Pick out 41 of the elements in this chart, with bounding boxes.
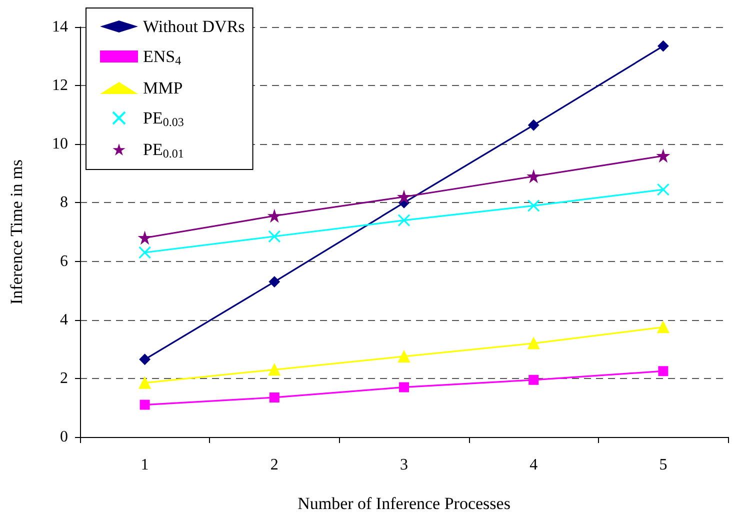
y-tick-label: 2 bbox=[60, 370, 68, 387]
point bbox=[527, 199, 540, 212]
x-tick-label: 2 bbox=[270, 456, 278, 474]
point bbox=[528, 374, 539, 385]
y-axis-title: Inference Time in ms bbox=[7, 160, 26, 304]
point bbox=[528, 170, 540, 182]
y-tick-label: 4 bbox=[60, 311, 68, 328]
x-axis-title: Number of Inference Processes bbox=[298, 494, 510, 513]
point bbox=[657, 321, 670, 334]
y-tick-label: 6 bbox=[60, 252, 68, 270]
y-tick-label: 14 bbox=[52, 18, 68, 36]
y-tick-label: 10 bbox=[52, 136, 68, 153]
x-tick-label: 4 bbox=[530, 456, 538, 474]
point bbox=[268, 210, 280, 222]
point bbox=[138, 232, 151, 244]
point bbox=[398, 190, 410, 203]
point bbox=[398, 350, 410, 362]
point bbox=[140, 400, 150, 410]
point bbox=[268, 276, 280, 288]
x-tick-label: 5 bbox=[659, 456, 668, 474]
point bbox=[138, 246, 152, 259]
point bbox=[139, 354, 150, 365]
y-tick-label: 8 bbox=[60, 194, 68, 212]
point bbox=[138, 376, 151, 389]
point bbox=[399, 382, 409, 392]
y-tick-label: 12 bbox=[52, 77, 68, 94]
point bbox=[656, 183, 670, 196]
point bbox=[269, 392, 280, 402]
point bbox=[657, 150, 670, 162]
point bbox=[268, 364, 280, 376]
legend-label: MMP bbox=[143, 78, 183, 98]
x-tick-label: 1 bbox=[140, 456, 149, 474]
point bbox=[528, 337, 540, 350]
legend-label: Without DVRs bbox=[143, 17, 245, 36]
y-tick-label: 0 bbox=[60, 428, 68, 446]
point bbox=[528, 120, 540, 131]
point bbox=[658, 40, 669, 52]
point bbox=[398, 214, 410, 227]
x-tick-label: 3 bbox=[400, 456, 408, 474]
point bbox=[268, 230, 281, 243]
point bbox=[658, 366, 668, 376]
